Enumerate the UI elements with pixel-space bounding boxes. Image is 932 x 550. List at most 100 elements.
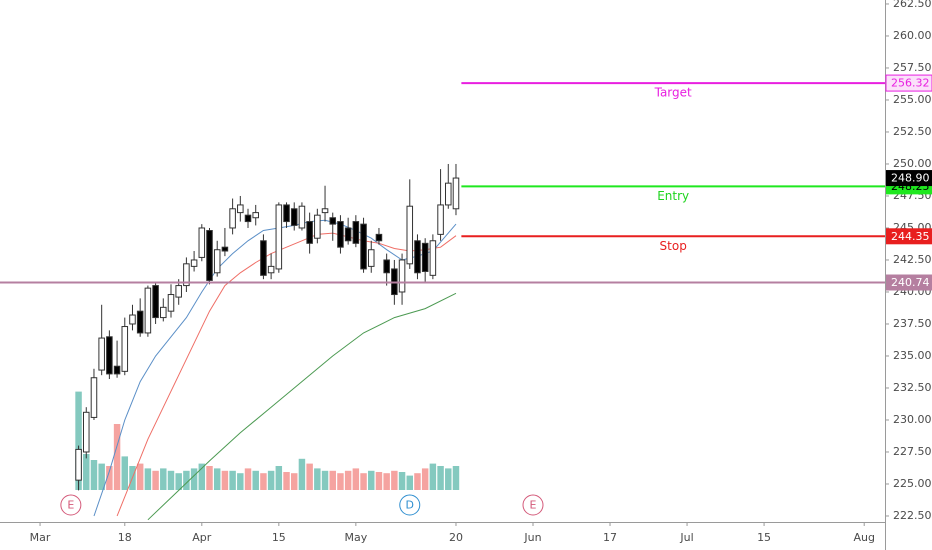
candle-body [106, 336, 113, 375]
candle-body [90, 377, 98, 418]
level-name: Entry [657, 189, 689, 203]
volume-bar [260, 473, 267, 490]
volume-bar [144, 468, 152, 490]
candle-body [406, 205, 414, 265]
y-tick-label: 232.50 [893, 381, 932, 394]
candle-body [352, 221, 360, 244]
x-tick-label: 17 [603, 531, 617, 544]
candle-body [152, 285, 159, 319]
candle-body [414, 240, 421, 274]
volume-bar [421, 468, 429, 490]
last-price-box [886, 170, 932, 187]
candle-body [283, 204, 290, 223]
volume-bar [121, 456, 129, 490]
volume-bar [190, 468, 198, 490]
candle-body [75, 448, 82, 481]
candle-body [321, 208, 329, 214]
level-name: Target [654, 86, 692, 100]
volume-bar [445, 468, 452, 490]
volume-bar [290, 473, 298, 490]
y-tick-label: 250.00 [893, 157, 932, 170]
volume-bar [175, 473, 182, 490]
x-tick-label: Jun [523, 531, 541, 544]
candle-body [306, 221, 313, 244]
level-price-label: 256.32 [891, 77, 930, 90]
volume-bar [167, 470, 175, 490]
volume-bar [229, 470, 236, 490]
volume-bar [267, 470, 275, 490]
candle-body [260, 240, 267, 276]
volume-bar [344, 470, 352, 490]
volume-bar [90, 460, 98, 490]
volume-bar [213, 468, 221, 490]
candle-body [360, 223, 367, 270]
volume-bar [152, 470, 159, 490]
x-tick-label: Jul [679, 531, 693, 544]
volume-bar [136, 463, 144, 490]
y-tick-label: 257.50 [893, 61, 932, 74]
volume-bar [360, 473, 367, 490]
x-tick-label: Mar [30, 531, 51, 544]
x-tick-label: 15 [272, 531, 286, 544]
candle-body [213, 249, 221, 274]
candle-body [136, 310, 144, 334]
candle-body [167, 294, 175, 312]
volume-bar [329, 470, 336, 490]
candle-body [275, 204, 283, 270]
volume-bar [429, 463, 437, 490]
event-marker [522, 494, 544, 516]
y-tick-label: 225.00 [893, 477, 932, 490]
volume-bar [283, 472, 290, 490]
level-name: Stop [660, 239, 687, 253]
event-marker [399, 494, 421, 516]
volume-bar [368, 470, 375, 490]
candle-body [221, 246, 229, 252]
y-tick-label: 235.00 [893, 349, 932, 362]
candle-body [98, 337, 105, 371]
volume-bar [237, 473, 244, 490]
candle-body [398, 259, 406, 293]
candle-body [314, 214, 321, 239]
y-tick-label: 255.00 [893, 93, 932, 106]
candle-body [82, 411, 90, 453]
volume-bar [113, 424, 121, 490]
volume-bar [437, 466, 444, 490]
candle-body [144, 287, 152, 334]
volume-bar [321, 470, 329, 490]
candle-body [437, 204, 444, 235]
candle-body [121, 326, 129, 372]
candle-body [367, 249, 375, 267]
candle-body [183, 263, 190, 287]
volume-bar [206, 466, 213, 490]
candle-body [267, 265, 275, 274]
volume-bar [275, 466, 283, 490]
candle-body [237, 204, 244, 214]
event-label: E [67, 499, 74, 512]
event-label: D [406, 499, 414, 512]
volume-bar [406, 475, 413, 490]
candle-body [452, 177, 460, 210]
candle-body [206, 230, 213, 281]
y-tick-label: 242.50 [893, 253, 932, 266]
level-price-box [886, 274, 932, 291]
candle-body [198, 227, 206, 258]
volume-bar [298, 458, 306, 490]
volume-bar [398, 472, 406, 490]
volume-bar [75, 391, 82, 490]
volume-bar [383, 473, 390, 490]
candle-body [298, 205, 306, 229]
candle-body [337, 221, 344, 248]
volume-bar [183, 470, 190, 490]
volume-bar [83, 454, 90, 490]
level-price-box [885, 74, 932, 92]
candle-body [175, 285, 182, 298]
volume-bar [375, 472, 383, 490]
x-tick-label: Apr [192, 531, 212, 544]
volume-bar [452, 466, 460, 490]
candle-body [344, 227, 352, 242]
y-tick-label: 252.50 [893, 125, 932, 138]
candle-body [421, 242, 429, 272]
volume-bar [314, 468, 321, 490]
x-tick-label: 15 [757, 531, 771, 544]
volume-bar [414, 473, 421, 490]
